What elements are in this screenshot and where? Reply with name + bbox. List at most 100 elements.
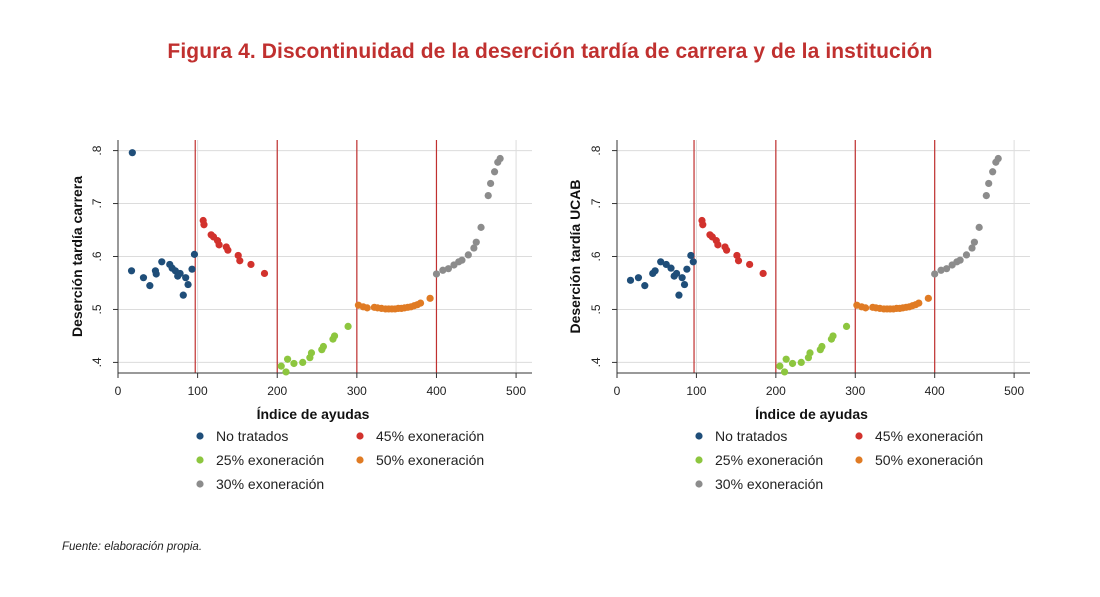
chart-panel-1: 0 100 200 300 400 500 .4 .5 .6 .7 .8 Índice de ayud…	[69, 140, 532, 492]
data-point	[179, 291, 187, 299]
series-exo25	[776, 322, 851, 376]
data-point	[678, 274, 686, 282]
x-tick-label: 400	[925, 384, 945, 398]
legend-label: 45% exoneración	[875, 428, 983, 444]
data-point	[236, 257, 244, 265]
series-exo25	[277, 322, 352, 376]
data-point	[215, 241, 223, 249]
data-point	[956, 256, 964, 264]
data-point	[641, 282, 649, 290]
data-point	[806, 349, 814, 357]
data-point	[689, 258, 697, 266]
legend-marker	[196, 480, 204, 488]
legend-marker	[196, 432, 204, 440]
data-point	[472, 238, 480, 246]
x-tick-label: 500	[506, 384, 526, 398]
y-tick-label: .6	[90, 251, 104, 261]
data-point	[937, 266, 945, 274]
legend-label: 25% exoneración	[715, 452, 823, 468]
legend-label: 50% exoneración	[875, 452, 983, 468]
data-point	[687, 251, 695, 260]
data-point	[470, 244, 478, 252]
data-point	[127, 267, 136, 275]
data-point	[182, 274, 190, 282]
data-point	[651, 267, 659, 275]
series-exo30	[432, 154, 504, 278]
data-point	[363, 304, 371, 312]
data-point	[683, 265, 691, 273]
data-point	[146, 282, 154, 290]
data-point	[277, 362, 285, 370]
data-point	[734, 257, 743, 265]
y-tick-label: .6	[589, 251, 603, 261]
data-point	[439, 266, 447, 274]
data-point	[190, 250, 199, 258]
data-point	[184, 280, 192, 289]
legend-label: 25% exoneración	[216, 452, 324, 468]
data-point	[915, 299, 923, 307]
data-point	[657, 258, 665, 266]
y-tick-label: .8	[589, 145, 603, 155]
data-point	[746, 260, 754, 269]
data-point	[634, 274, 643, 282]
data-point	[484, 192, 492, 200]
data-point	[158, 258, 166, 266]
data-point	[176, 269, 184, 278]
data-point	[487, 179, 495, 188]
data-point	[290, 359, 298, 368]
data-point	[924, 294, 932, 302]
x-tick-label: 200	[766, 384, 786, 398]
data-point	[797, 358, 805, 367]
data-point	[970, 238, 979, 246]
y-tick-label: .4	[90, 357, 104, 367]
data-point	[490, 168, 499, 176]
data-point	[994, 154, 1002, 163]
x-tick-label: 500	[1004, 384, 1024, 398]
y-axis-title: Deserción tardía carrera	[69, 176, 85, 337]
data-point	[283, 355, 292, 363]
data-point	[344, 322, 352, 330]
data-point	[330, 332, 339, 340]
x-tick-label: 300	[347, 384, 367, 398]
legend-label: 30% exoneración	[216, 476, 324, 492]
data-point	[200, 221, 208, 229]
x-tick-label: 0	[614, 384, 621, 398]
legend: No tratados 45% exoneración 25% exoneració…	[196, 428, 484, 492]
x-axis-title: Índice de ayudas	[755, 406, 868, 422]
data-point	[139, 274, 148, 282]
data-point	[680, 280, 689, 289]
data-point	[299, 358, 307, 367]
legend-label: 45% exoneración	[376, 428, 484, 444]
legend-marker	[196, 456, 204, 464]
x-axis-title: Índice de ayudas	[257, 406, 370, 422]
data-point	[416, 299, 425, 307]
data-point	[444, 265, 453, 273]
y-tick-label: .7	[90, 198, 104, 208]
series-exo45	[698, 216, 767, 278]
legend-label: No tratados	[715, 428, 787, 444]
data-point	[426, 294, 434, 302]
legend-marker	[855, 432, 863, 440]
data-point	[829, 332, 837, 340]
data-point	[672, 269, 681, 278]
data-point	[282, 368, 290, 376]
source-note: Fuente: elaboración propia.	[62, 541, 203, 553]
x-tick-label: 100	[188, 384, 208, 398]
data-point	[477, 223, 485, 231]
legend-marker	[695, 456, 703, 464]
data-point	[782, 355, 790, 363]
data-point	[788, 359, 797, 368]
legend-label: 50% exoneración	[376, 452, 484, 468]
data-point	[432, 270, 441, 278]
x-tick-label: 0	[115, 384, 122, 398]
data-point	[188, 265, 196, 273]
y-tick-label: .7	[589, 198, 603, 208]
y-axis-title: Deserción tardía UCAB	[567, 179, 583, 333]
x-tick-label: 400	[426, 384, 446, 398]
data-point	[699, 221, 707, 229]
data-point	[307, 349, 316, 357]
legend-marker	[356, 456, 364, 464]
data-point	[626, 276, 635, 284]
data-point	[776, 362, 784, 370]
